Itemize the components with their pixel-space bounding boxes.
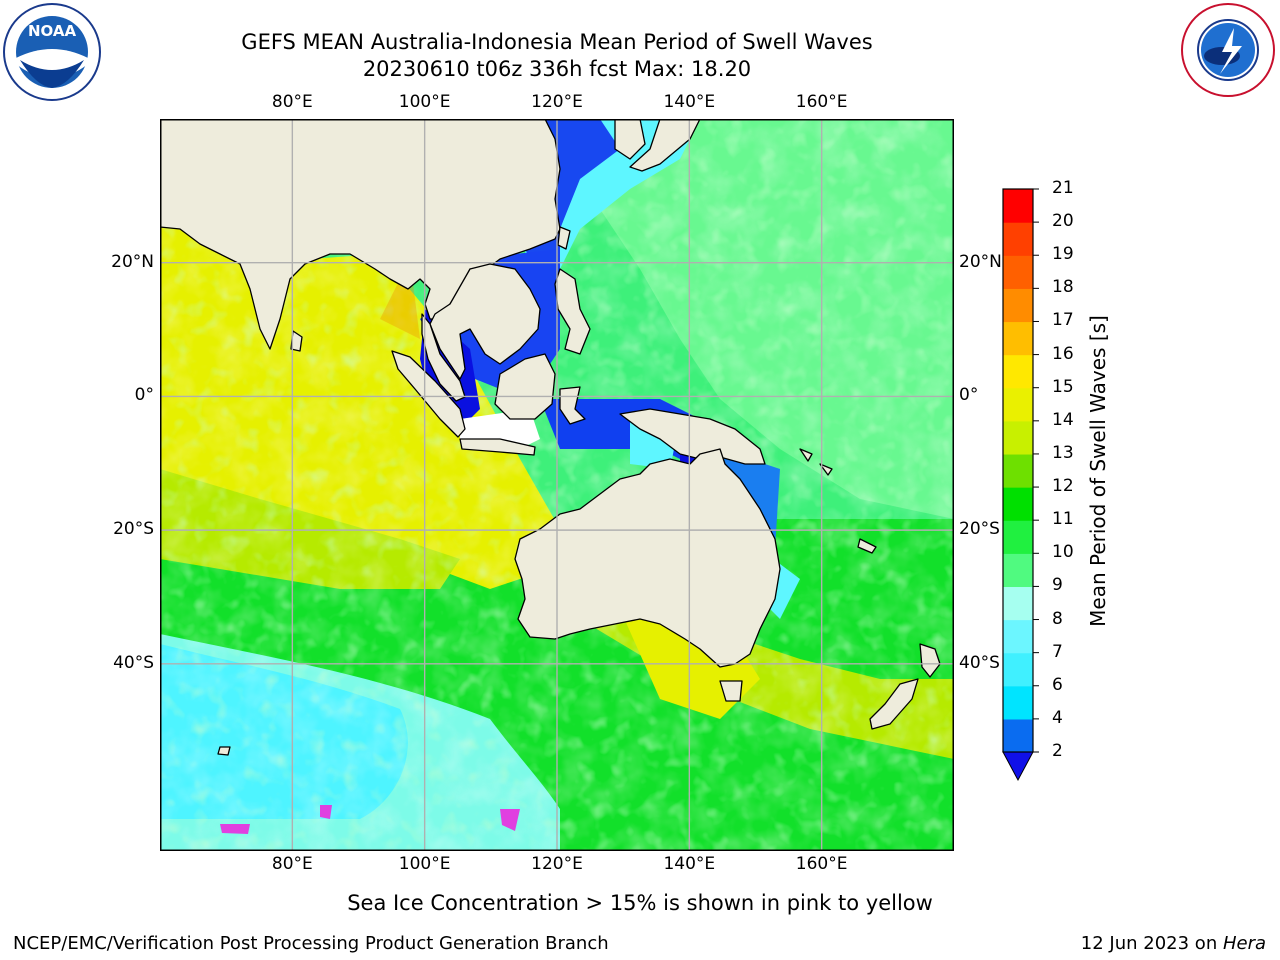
lon-tick-label: 100°E <box>398 854 451 874</box>
land-masses <box>160 119 941 756</box>
sea-ice-note-text: Sea Ice Concentration > 15% is shown in … <box>347 891 933 915</box>
colorbar-tick-label: 8 <box>1052 608 1063 629</box>
footer-date: 12 Jun 2023 on Hera <box>1081 933 1266 954</box>
lon-tick-label: 140°E <box>663 854 716 874</box>
colorbar-tick-label: 19 <box>1052 244 1074 265</box>
graticule <box>160 119 954 851</box>
colorbar-tick-label: 10 <box>1052 542 1074 563</box>
land-nz-south <box>869 678 919 730</box>
colorbar-tick-label: 13 <box>1052 442 1074 463</box>
sea-ice-speck-2 <box>320 805 332 819</box>
lat-tick-label-right: 20°N <box>959 251 1002 272</box>
lon-tick-label: 160°E <box>795 92 848 112</box>
map-subtitle: 20230610 t06z 336h fcst Max: 18.20 <box>362 57 752 81</box>
nws-logo <box>1178 0 1278 100</box>
colorbar-segment <box>1003 520 1033 554</box>
colorbar-segment <box>1003 453 1033 488</box>
colorbar-segment <box>1003 255 1033 289</box>
land-borneo <box>494 353 556 420</box>
colorbar-tick-label: 20 <box>1052 211 1074 232</box>
colorbar-tick-label: 12 <box>1052 476 1074 497</box>
colorbar-tick-label: 21 <box>1052 178 1074 198</box>
lon-tick-label: 140°E <box>663 92 716 112</box>
noaa-logo-text: NOAA <box>28 22 77 40</box>
colorbar-tick-label: 11 <box>1052 509 1074 530</box>
noaa-logo: NOAA <box>2 2 102 102</box>
lon-tick-label: 80°E <box>271 854 313 874</box>
colorbar-tick-label: 18 <box>1052 277 1074 298</box>
colorbar-tick-label: 16 <box>1052 343 1074 364</box>
lat-tick-label-right: 20°S <box>959 519 1000 540</box>
colorbar-frame <box>1002 188 1034 753</box>
colorbar-tick-label: 2 <box>1052 741 1063 761</box>
sea-ice-speck-1 <box>500 809 520 831</box>
colorbar-segment <box>1003 222 1033 256</box>
colorbar-segment <box>1003 288 1033 323</box>
lon-tick-label: 160°E <box>795 854 848 874</box>
sea-ice-note: Sea Ice Concentration > 15% is shown in … <box>0 891 1280 915</box>
land-korea <box>614 119 646 160</box>
land-solomon-2 <box>819 463 833 476</box>
land-tasmania <box>719 680 743 702</box>
colorbar-segment <box>1003 387 1033 422</box>
footer-date-text: 12 Jun 2023 on <box>1080 933 1223 954</box>
land-kerguelen <box>217 746 231 756</box>
colorbar-segment <box>1003 420 1033 455</box>
colorbar-segment <box>1003 652 1033 687</box>
lat-tick-label-left: 20°N <box>111 251 154 272</box>
colorbar-tick-label: 14 <box>1052 409 1074 430</box>
lat-tick-label-right: 40°S <box>959 652 1000 673</box>
colorbar-segment <box>1003 619 1033 654</box>
colorbar-segment <box>1003 586 1033 621</box>
map-title: GEFS MEAN Australia-Indonesia Mean Perio… <box>241 30 873 54</box>
colorbar-segment <box>1003 718 1033 753</box>
colorbar-segment <box>1003 354 1033 389</box>
colorbar-tick-label: 6 <box>1052 674 1063 695</box>
lat-tick-label-left: 40°S <box>113 652 154 673</box>
lon-tick-label: 120°E <box>531 854 583 874</box>
land-japan <box>629 119 701 172</box>
colorbar-segment <box>1003 487 1033 521</box>
land-indochina <box>429 263 541 380</box>
land-new-caledonia <box>857 538 877 554</box>
colorbar-extend-triangle <box>1002 751 1034 782</box>
colorbar-segment <box>1003 189 1033 223</box>
lat-tick-label-right: 0° <box>959 385 979 406</box>
land-java <box>459 438 536 456</box>
colorbar-tick-label: 17 <box>1052 310 1074 331</box>
lat-tick-label-left: 0° <box>134 385 154 406</box>
footer-credit: NCEP/EMC/Verification Post Processing Pr… <box>13 933 609 954</box>
colorbar-segment <box>1003 685 1033 720</box>
colorbar <box>1000 187 1060 787</box>
map-frame <box>160 119 954 851</box>
colorbar-segment <box>1003 553 1033 588</box>
lat-tick-label-left: 20°S <box>113 519 154 540</box>
colorbar-tick-label: 7 <box>1052 641 1063 662</box>
colorbar-tick-label: 15 <box>1052 376 1074 397</box>
swell-period-map <box>160 119 954 851</box>
lon-tick-label: 120°E <box>531 92 583 112</box>
colorbar-tick-label: 9 <box>1052 575 1063 596</box>
lon-tick-label: 80°E <box>271 92 313 112</box>
lon-tick-label: 100°E <box>398 92 451 112</box>
land-taiwan <box>557 226 571 250</box>
colorbar-segment <box>1003 321 1033 356</box>
footer-machine: Hera <box>1222 933 1266 954</box>
land-new-guinea <box>619 408 766 465</box>
land-solomon-1 <box>799 448 813 462</box>
land-sumatra <box>391 350 466 438</box>
sea-ice-speck-3 <box>220 824 250 834</box>
colorbar-tick-label: 4 <box>1052 707 1063 728</box>
colorbar-label: Mean Period of Swell Waves [s] <box>1086 315 1110 627</box>
land-australia <box>514 448 781 668</box>
